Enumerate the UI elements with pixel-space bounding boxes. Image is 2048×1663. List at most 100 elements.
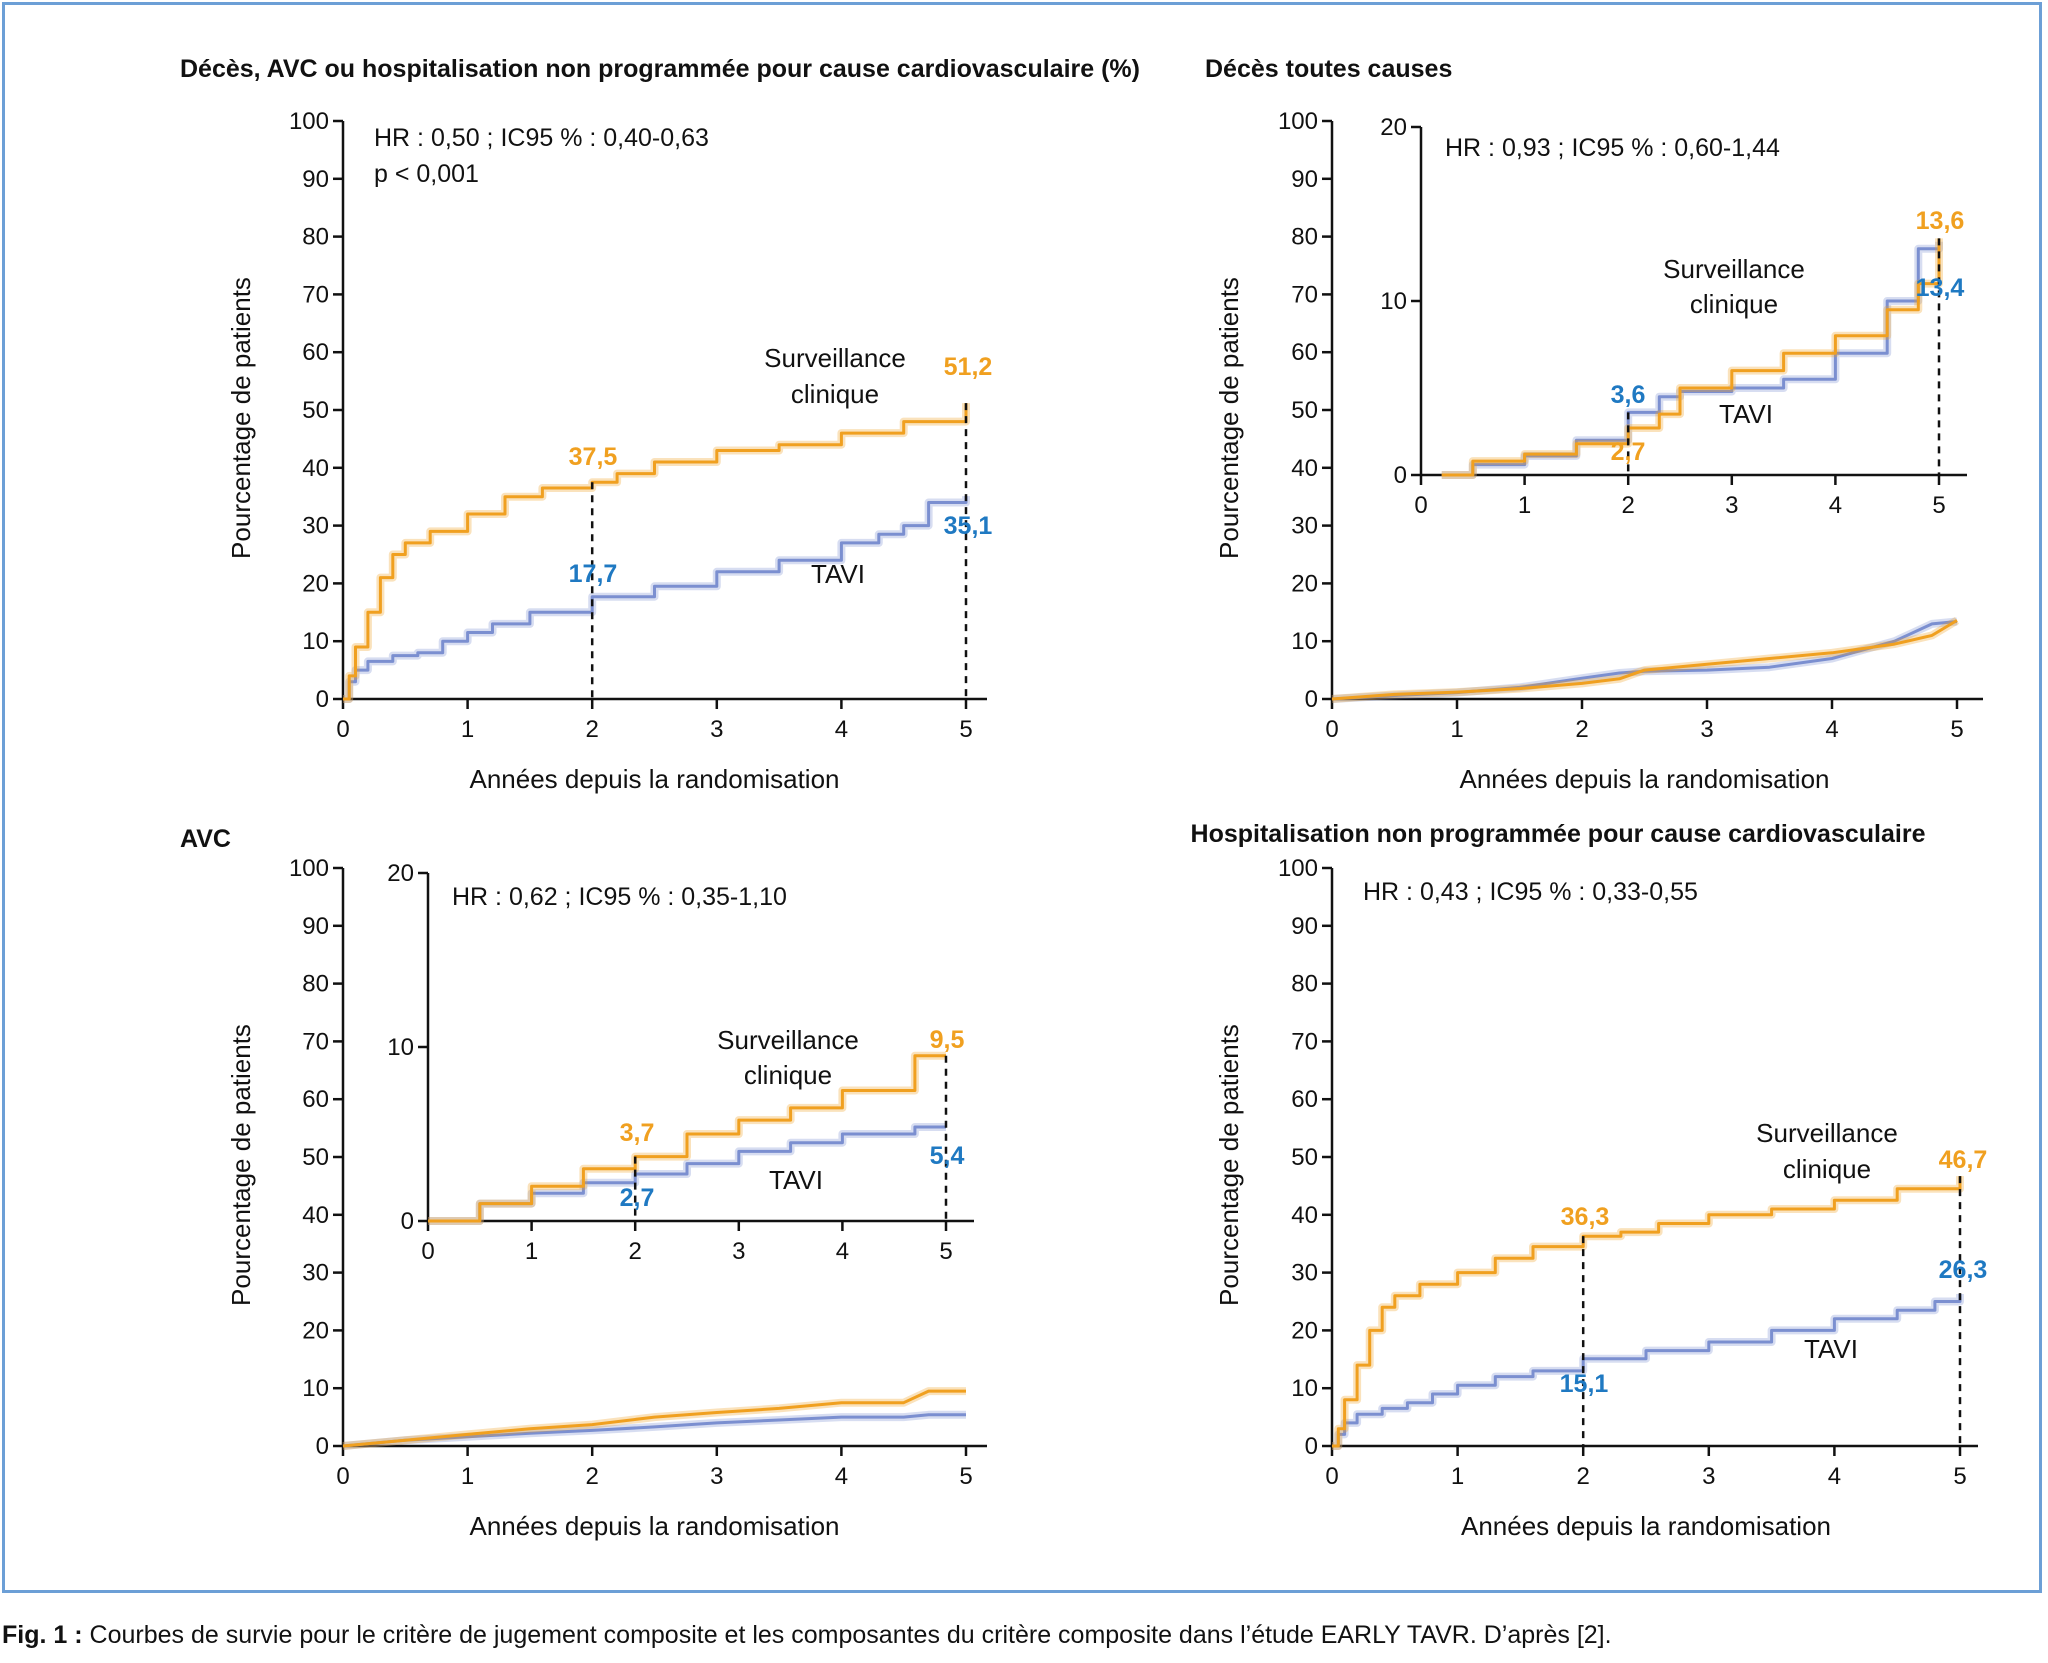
p3-x-tick-label: 0 <box>336 1463 349 1490</box>
p2-inset-x-tick-label: 4 <box>1829 492 1842 519</box>
p4-value-label: 15,1 <box>1560 1370 1609 1398</box>
p4-y-tick-label: 60 <box>1291 1086 1318 1113</box>
p3-inset-x-tick-label: 5 <box>939 1238 952 1265</box>
p1-x-axis-label: Années depuis la randomisation <box>469 764 839 794</box>
p1-value-label: 35,1 <box>944 512 993 540</box>
p4-y-tick-label: 70 <box>1291 1028 1318 1055</box>
p3-inset-y-tick-label: 20 <box>387 860 414 887</box>
p1-x-tick-label: 3 <box>710 716 723 743</box>
p2-inset-series-surveillance <box>1441 238 1941 477</box>
p4-series-surveillance <box>1332 1176 1962 1448</box>
p2-inset-value-label: 13,4 <box>1916 274 1965 302</box>
p2-x-tick-label: 1 <box>1450 716 1463 743</box>
p3-y-tick-label: 70 <box>302 1028 329 1055</box>
p1-y-tick-label: 100 <box>289 108 329 135</box>
p3-inset-x-tick-label: 0 <box>421 1238 434 1265</box>
p3-y-tick-label: 30 <box>302 1260 329 1287</box>
p3-inset-value-label: 9,5 <box>930 1026 965 1054</box>
p4-x-tick-label: 0 <box>1325 1463 1338 1490</box>
p2-x-axis-label: Années depuis la randomisation <box>1459 764 1829 794</box>
p2-inset-label-surveillance: Surveillance <box>1663 254 1805 284</box>
p2-inset-y-tick-label: 0 <box>1394 462 1407 489</box>
p2-y-tick-label: 100 <box>1278 108 1318 135</box>
p1-x-tick-label: 1 <box>461 716 474 743</box>
p1-series-surveillance <box>343 403 968 701</box>
p4-value-label: 46,7 <box>1939 1146 1988 1174</box>
p2-x-tick-label: 0 <box>1325 716 1338 743</box>
figure-caption: Fig. 1 : Courbes de survie pour le critè… <box>2 1621 1612 1650</box>
p3-inset-value-label: 5,4 <box>930 1142 965 1170</box>
p3-inset-label-tavi: TAVI <box>769 1165 823 1195</box>
p4-label-surveillance: clinique <box>1783 1154 1871 1184</box>
p2-inset-x-tick-label: 5 <box>1932 492 1945 519</box>
p4-value-label: 36,3 <box>1561 1203 1610 1231</box>
p3-y-tick-label: 100 <box>289 855 329 882</box>
p2-series-tavi <box>1331 620 1958 701</box>
p3-y-tick-label: 0 <box>316 1433 329 1460</box>
p2-y-tick-label: 30 <box>1291 513 1318 540</box>
p3-inset-y-tick-label: 0 <box>401 1208 414 1235</box>
p2-y-tick-label: 70 <box>1291 281 1318 308</box>
p3-x-tick-label: 4 <box>835 1463 848 1490</box>
p1-series-tavi <box>343 496 968 701</box>
p2-y-tick-label: 60 <box>1291 339 1318 366</box>
p1-y-tick-label: 60 <box>302 339 329 366</box>
p1-y-tick-label: 90 <box>302 166 329 193</box>
p2-inset-annotation: HR : 0,93 ; IC95 % : 0,60-1,44 <box>1445 134 1780 162</box>
p1-y-tick-label: 50 <box>302 397 329 424</box>
p1-y-tick-label: 20 <box>302 570 329 597</box>
p3-x-tick-label: 3 <box>710 1463 723 1490</box>
p2-inset-label-surveillance: clinique <box>1690 289 1778 319</box>
p4-x-tick-label: 3 <box>1702 1463 1715 1490</box>
p2-y-axis-label: Pourcentage de patients <box>1214 277 1244 559</box>
p3-y-tick-label: 50 <box>302 1144 329 1171</box>
p2-inset-x-tick-label: 1 <box>1518 492 1531 519</box>
p4-y-tick-label: 20 <box>1291 1317 1318 1344</box>
p2-inset-y-tick-label: 20 <box>1380 114 1407 141</box>
p4-y-tick-label: 0 <box>1305 1433 1318 1460</box>
p1-value-label: 17,7 <box>569 560 618 588</box>
p1-value-label: 37,5 <box>569 443 618 471</box>
p2-inset-y-tick-label: 10 <box>1380 288 1407 315</box>
p3-y-tick-label: 90 <box>302 913 329 940</box>
p4-y-tick-label: 40 <box>1291 1202 1318 1229</box>
p3-inset-label-surveillance: clinique <box>744 1060 832 1090</box>
p1-y-tick-label: 30 <box>302 513 329 540</box>
p4-y-tick-label: 10 <box>1291 1375 1318 1402</box>
p3-inset-value-label: 3,7 <box>620 1119 655 1147</box>
p2-inset-value-label: 13,6 <box>1916 207 1965 235</box>
p3-inset-x-tick-label: 1 <box>525 1238 538 1265</box>
p4-x-tick-label: 5 <box>1953 1463 1966 1490</box>
p1-y-tick-label: 40 <box>302 455 329 482</box>
p1-y-axis-label: Pourcentage de patients <box>226 277 256 559</box>
p2-x-tick-label: 3 <box>1700 716 1713 743</box>
p3-inset-series-surveillance <box>428 1054 946 1223</box>
p2-y-tick-label: 90 <box>1291 166 1318 193</box>
p4-label-surveillance: Surveillance <box>1756 1118 1898 1148</box>
p1-y-tick-label: 10 <box>302 628 329 655</box>
p4-y-axis-label: Pourcentage de patients <box>1214 1024 1244 1306</box>
p2-y-tick-label: 40 <box>1291 455 1318 482</box>
p2-inset-value-label: 3,6 <box>1611 381 1646 409</box>
p2-y-tick-label: 20 <box>1291 570 1318 597</box>
p3-inset-y-tick-label: 10 <box>387 1034 414 1061</box>
p1-x-tick-label: 2 <box>586 716 599 743</box>
p4-series-tavi-halo <box>1332 1294 1964 1450</box>
p2-y-tick-label: 80 <box>1291 224 1318 251</box>
p4-x-tick-label: 2 <box>1577 1463 1590 1490</box>
p3-title: AVC <box>180 825 231 853</box>
p3-inset-x-tick-label: 3 <box>732 1238 745 1265</box>
p2-series-tavi-halo <box>1331 617 1958 703</box>
p2-series-surveillance <box>1331 619 1958 701</box>
p3-inset-value-label: 2,7 <box>620 1184 655 1212</box>
p2-title: Décès toutes causes <box>1205 55 1452 83</box>
p1-y-tick-label: 80 <box>302 224 329 251</box>
p2-y-tick-label: 50 <box>1291 397 1318 424</box>
p1-label-surveillance: Surveillance <box>764 343 906 373</box>
p2-inset-x-tick-label: 3 <box>1725 492 1738 519</box>
p1-label-tavi: TAVI <box>811 559 865 589</box>
p3-inset-annotation: HR : 0,62 ; IC95 % : 0,35-1,10 <box>452 883 787 911</box>
p4-y-tick-label: 50 <box>1291 1144 1318 1171</box>
p4-y-tick-label: 30 <box>1291 1260 1318 1287</box>
p3-y-tick-label: 80 <box>302 971 329 998</box>
